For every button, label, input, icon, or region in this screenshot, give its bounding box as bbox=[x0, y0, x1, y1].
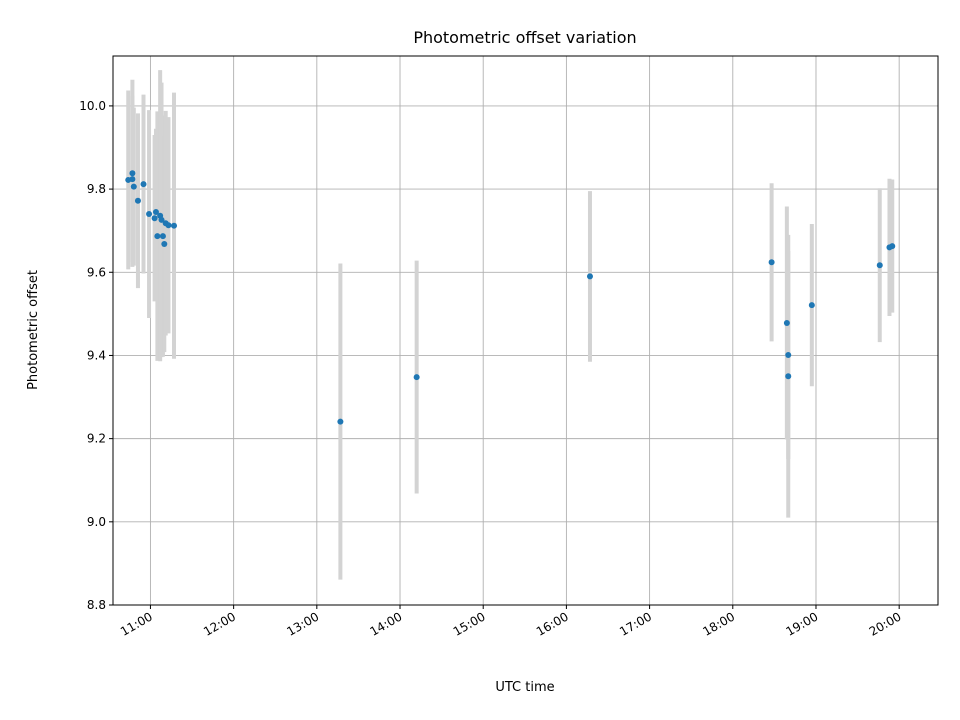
data-point bbox=[158, 216, 165, 223]
y-tick-label: 9.6 bbox=[87, 265, 106, 279]
data-point bbox=[165, 222, 172, 229]
x-tick-label: 11:00 bbox=[118, 609, 155, 638]
plot-frame bbox=[112, 55, 939, 606]
y-tick-label: 8.8 bbox=[87, 598, 106, 612]
data-point bbox=[130, 183, 137, 190]
data-point bbox=[154, 233, 161, 240]
data-point bbox=[876, 262, 883, 269]
data-point bbox=[768, 259, 775, 266]
y-tick-label: 9.8 bbox=[87, 182, 106, 196]
data-point bbox=[785, 352, 792, 359]
y-tick-label: 10.0 bbox=[79, 99, 106, 113]
error-bars bbox=[126, 70, 895, 580]
y-tick-label: 9.0 bbox=[87, 515, 106, 529]
data-point bbox=[152, 208, 159, 215]
x-tick-label: 13:00 bbox=[284, 609, 321, 638]
data-point bbox=[129, 176, 136, 183]
data-point bbox=[413, 374, 420, 381]
chart-title: Photometric offset variation bbox=[413, 28, 636, 47]
data-point bbox=[808, 302, 815, 309]
data-point bbox=[586, 273, 593, 280]
data-points bbox=[125, 170, 896, 425]
data-point bbox=[889, 243, 896, 250]
y-axis-label: Photometric offset bbox=[26, 270, 41, 390]
x-tick-label: 16:00 bbox=[534, 609, 571, 638]
data-point bbox=[146, 211, 153, 218]
data-point bbox=[134, 197, 141, 204]
x-tick-label: 14:00 bbox=[368, 609, 405, 638]
x-tick-label: 17:00 bbox=[617, 609, 654, 638]
data-point bbox=[151, 215, 158, 222]
x-tick-label: 19:00 bbox=[784, 609, 821, 638]
data-point bbox=[785, 373, 792, 380]
ticks: 11:00 12:00 13:00 14:00 15:00 16:00 17:00 18:00… bbox=[79, 99, 903, 639]
y-tick-label: 9.2 bbox=[87, 432, 106, 446]
y-tick-label: 9.4 bbox=[87, 348, 106, 362]
data-point bbox=[129, 170, 136, 177]
x-tick-label: 18:00 bbox=[700, 609, 737, 638]
x-tick-label: 15:00 bbox=[451, 609, 488, 638]
data-point bbox=[171, 222, 178, 229]
x-tick-label: 20:00 bbox=[867, 609, 904, 638]
grid bbox=[113, 56, 938, 606]
data-point bbox=[140, 181, 147, 188]
x-axis-label: UTC time bbox=[495, 680, 554, 695]
x-tick-label: 12:00 bbox=[201, 609, 238, 638]
data-point bbox=[159, 233, 166, 240]
data-point bbox=[337, 418, 344, 425]
data-point bbox=[783, 320, 790, 327]
data-point bbox=[161, 240, 168, 247]
